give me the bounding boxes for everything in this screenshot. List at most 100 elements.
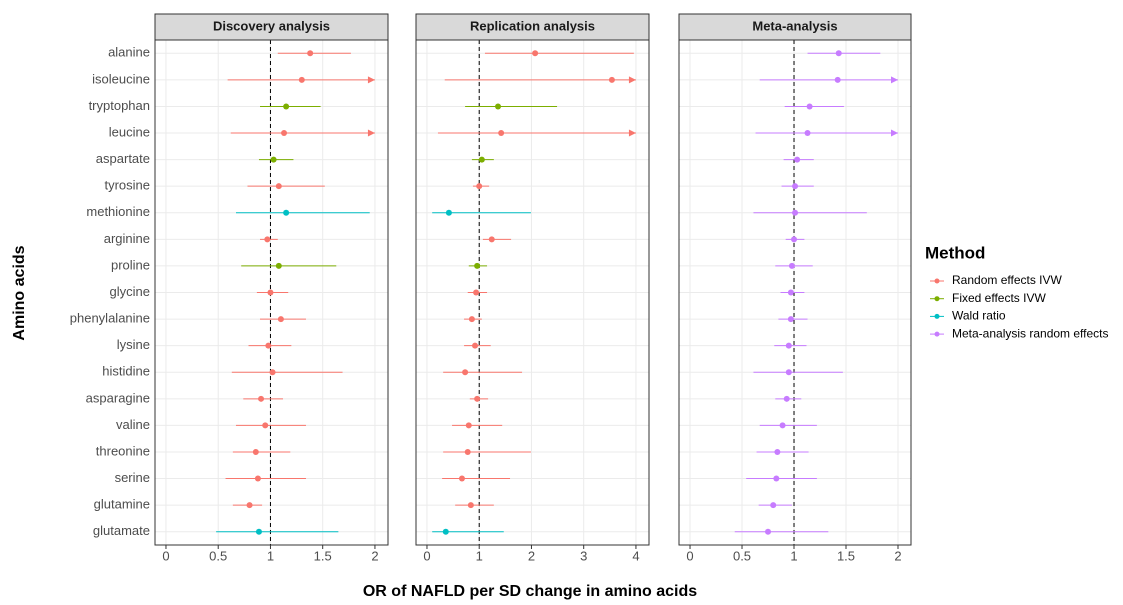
x-tick-label: 1: [790, 548, 797, 563]
point: [246, 502, 253, 509]
y-tick-label: tryptophan: [89, 98, 150, 113]
legend-marker: [934, 313, 940, 319]
point: [770, 502, 777, 509]
point: [252, 448, 259, 455]
point: [788, 262, 795, 269]
point: [792, 183, 799, 190]
point: [472, 342, 479, 349]
y-tick-label: histidine: [102, 364, 150, 379]
point: [498, 130, 505, 137]
legend-title: Method: [925, 243, 985, 262]
x-tick-label: 1.5: [314, 548, 332, 563]
point: [275, 262, 282, 269]
legend-marker: [934, 296, 940, 302]
point: [270, 156, 277, 163]
point: [445, 209, 452, 216]
x-axis-title: OR of NAFLD per SD change in amino acids: [363, 583, 697, 600]
point: [307, 50, 314, 57]
point: [467, 502, 474, 509]
point: [532, 50, 539, 57]
point: [765, 528, 772, 535]
point: [281, 130, 288, 137]
point: [785, 342, 792, 349]
legend-label: Wald ratio: [952, 309, 1006, 323]
y-tick-label: phenylalanine: [70, 311, 150, 326]
point: [806, 103, 813, 110]
point: [262, 422, 269, 429]
y-tick-label: lysine: [117, 337, 150, 352]
point: [283, 103, 290, 110]
point: [458, 475, 465, 482]
arrow-head: [628, 76, 636, 84]
strip: [154, 13, 389, 41]
point: [265, 342, 272, 349]
point: [258, 395, 265, 402]
point: [794, 156, 801, 163]
point: [783, 395, 790, 402]
point: [255, 528, 262, 535]
x-tick-label: 0.5: [209, 548, 227, 563]
y-tick-label: glutamate: [93, 523, 150, 538]
legend-marker: [934, 331, 940, 337]
x-tick-label: 0: [686, 548, 693, 563]
y-tick-label: leucine: [109, 124, 150, 139]
point: [478, 156, 485, 163]
point: [264, 236, 271, 243]
y-tick-label: aspartate: [96, 151, 150, 166]
point: [608, 76, 615, 83]
point: [464, 448, 471, 455]
point: [462, 369, 469, 376]
y-tick-label: arginine: [104, 231, 150, 246]
point: [787, 316, 794, 323]
point: [254, 475, 261, 482]
legend-label: Meta-analysis random effects: [952, 326, 1109, 340]
arrow-head: [367, 76, 375, 84]
point: [442, 528, 449, 535]
point: [792, 209, 799, 216]
point: [495, 103, 502, 110]
point: [791, 236, 798, 243]
point: [804, 130, 811, 137]
point: [787, 289, 794, 296]
y-tick-label: glycine: [110, 284, 150, 299]
point: [835, 50, 842, 57]
strip: [678, 13, 912, 41]
panel-title: Meta-analysis: [752, 18, 837, 33]
x-tick-label: 2: [528, 548, 535, 563]
legend-label: Fixed effects IVW: [952, 291, 1046, 305]
point: [774, 448, 781, 455]
y-tick-label: valine: [116, 417, 150, 432]
x-tick-label: 0: [162, 548, 169, 563]
x-tick-label: 4: [632, 548, 639, 563]
x-tick-label: 1.5: [837, 548, 855, 563]
point: [277, 316, 284, 323]
legend-marker: [934, 278, 940, 284]
y-axis-title: Amino acids: [11, 245, 28, 340]
point: [474, 262, 481, 269]
point: [488, 236, 495, 243]
arrow-head: [367, 129, 375, 137]
x-tick-label: 1: [476, 548, 483, 563]
x-tick-label: 0: [423, 548, 430, 563]
point: [465, 422, 472, 429]
arrow-head: [628, 129, 636, 137]
x-tick-label: 1: [267, 548, 274, 563]
point: [785, 369, 792, 376]
point: [773, 475, 780, 482]
arrow-head: [891, 76, 899, 84]
legend-label: Random effects IVW: [952, 273, 1062, 287]
strip: [415, 13, 650, 41]
x-tick-label: 2: [371, 548, 378, 563]
point: [283, 209, 290, 216]
point: [473, 289, 480, 296]
point: [834, 76, 841, 83]
point: [476, 183, 483, 190]
panel-title: Discovery analysis: [213, 18, 330, 33]
point: [298, 76, 305, 83]
panel-title: Replication analysis: [470, 18, 595, 33]
y-tick-label: asparagine: [86, 390, 150, 405]
x-tick-label: 3: [580, 548, 587, 563]
y-tick-label: alanine: [108, 45, 150, 60]
y-tick-label: isoleucine: [92, 71, 150, 86]
